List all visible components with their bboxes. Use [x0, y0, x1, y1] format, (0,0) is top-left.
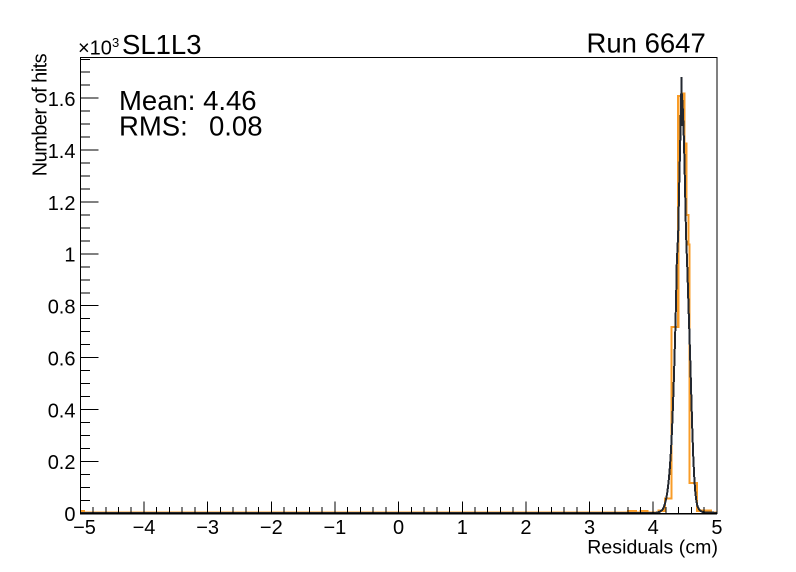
svg-text:1.6: 1.6	[48, 89, 76, 111]
svg-text:5: 5	[711, 517, 722, 539]
svg-text:0.2: 0.2	[48, 452, 76, 474]
svg-text:Run 6647: Run 6647	[587, 27, 706, 58]
svg-text:1: 1	[457, 517, 468, 539]
svg-text:−2: −2	[260, 517, 283, 539]
svg-text:0.08: 0.08	[209, 111, 263, 142]
svg-text:0.6: 0.6	[48, 348, 76, 370]
svg-text:4: 4	[648, 517, 659, 539]
svg-text:Mean: 4.46: Mean: 4.46	[119, 85, 257, 116]
svg-text:1.2: 1.2	[48, 193, 76, 215]
svg-text:1.4: 1.4	[48, 141, 76, 163]
svg-text:1: 1	[64, 245, 75, 267]
svg-text:SL1L3: SL1L3	[122, 29, 202, 60]
svg-text:0: 0	[64, 504, 75, 526]
svg-text:0.4: 0.4	[48, 400, 76, 422]
svg-text:0.8: 0.8	[48, 297, 76, 319]
svg-text:−5: −5	[73, 517, 96, 539]
svg-text:−3: −3	[196, 517, 219, 539]
svg-text:Number of hits: Number of hits	[30, 53, 52, 176]
svg-text:0: 0	[393, 517, 404, 539]
svg-text:−4: −4	[133, 517, 156, 539]
svg-text:RMS:: RMS:	[119, 111, 188, 142]
svg-text:Residuals (cm): Residuals (cm)	[587, 537, 718, 559]
svg-text:2: 2	[520, 517, 531, 539]
svg-text:×103: ×103	[78, 35, 119, 60]
svg-text:3: 3	[584, 517, 595, 539]
svg-text:−1: −1	[323, 517, 346, 539]
